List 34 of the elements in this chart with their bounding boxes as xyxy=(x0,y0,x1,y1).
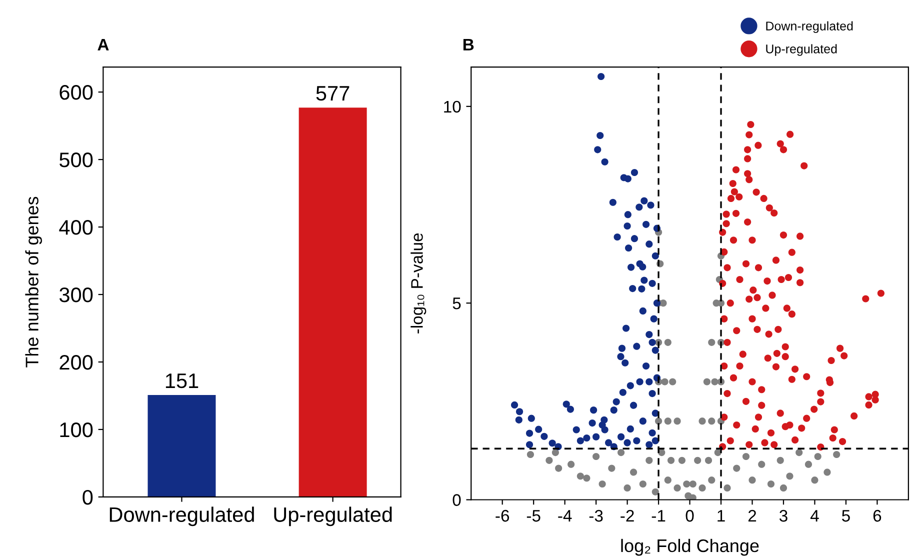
x-tick-label: 2 xyxy=(748,510,756,522)
y-tick-label: 200 xyxy=(60,354,93,370)
x-tick-label: 4 xyxy=(810,510,819,522)
legend-label: Down-regulated xyxy=(766,21,853,33)
x-axis-title: log₂ Fold Change xyxy=(621,538,759,556)
legend-label: Up-regulated xyxy=(766,44,837,56)
x-tick-label: Down-regulated xyxy=(110,506,254,526)
x-tick-label: 1 xyxy=(718,510,725,522)
y-tick-label: 500 xyxy=(60,152,93,168)
x-tick-label: 5 xyxy=(842,510,850,522)
x-tick-label: -5 xyxy=(526,510,540,522)
chart-title: B xyxy=(463,38,474,50)
x-tick-label: -6 xyxy=(496,510,510,522)
x-tick-label: -1 xyxy=(652,510,666,522)
y-axis-title: The number of genes xyxy=(25,196,42,368)
y-tick-label: 300 xyxy=(59,288,93,302)
x-tick-label: 0 xyxy=(686,510,694,522)
y-axis-title: -log₁₀ P-value xyxy=(410,233,426,334)
data-label: 577 xyxy=(316,86,350,101)
x-tick-label: -4 xyxy=(558,510,572,522)
x-tick-label: Up-regulated xyxy=(274,506,392,526)
y-tick-label: 0 xyxy=(82,490,93,505)
x-tick-label: -3 xyxy=(589,510,603,522)
x-tick-label: -2 xyxy=(620,510,634,522)
y-tick-label: 600 xyxy=(60,85,93,100)
y-tick-label: 5 xyxy=(452,298,461,310)
x-tick-label: 3 xyxy=(779,510,788,522)
y-tick-label: 10 xyxy=(444,100,461,113)
y-tick-label: 0 xyxy=(452,494,461,506)
y-tick-label: 100 xyxy=(60,422,93,438)
x-tick-label: 6 xyxy=(873,510,882,522)
data-label: 151 xyxy=(166,374,198,388)
y-tick-label: 400 xyxy=(59,220,93,235)
chart-title: A xyxy=(98,38,109,50)
